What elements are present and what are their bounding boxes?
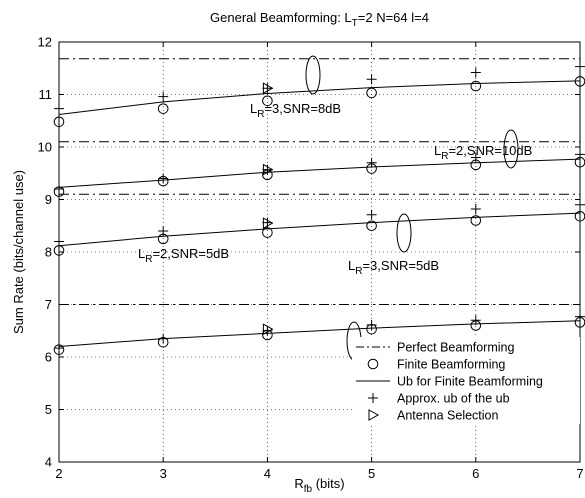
x-tick-label: 2 [55, 466, 62, 481]
y-tick-label: 10 [38, 140, 52, 155]
group-annotation: LR=2,SNR=5dB [138, 246, 229, 265]
ub-finite-beamforming-curve [58, 320, 581, 347]
finite-beamforming-point [470, 215, 482, 226]
approx-ub-point [366, 74, 377, 85]
legend-swatch-plus [368, 393, 378, 403]
x-tick-label: 5 [368, 466, 375, 481]
legend-label: Perfect Beamforming [397, 341, 514, 355]
finite-beamforming-point [366, 220, 377, 232]
approx-ub-point [158, 91, 169, 102]
finite-beamforming-point [262, 95, 273, 107]
antenna-selection-point [262, 217, 274, 229]
x-tick-label: 6 [472, 466, 479, 481]
y-tick-label: 6 [45, 350, 52, 365]
x-tick-label: 4 [264, 466, 271, 481]
y-tick-label: 9 [45, 192, 52, 207]
approx-ub-point [470, 152, 481, 163]
approx-ub-point [54, 343, 64, 354]
group-ellipse [305, 55, 321, 95]
y-tick-label: 4 [45, 455, 52, 470]
x-axis-label: Rfb (bits) [294, 476, 344, 495]
ub-finite-beamforming-curve [58, 80, 581, 115]
approx-ub-point [54, 236, 64, 247]
approx-ub-point [366, 209, 377, 220]
approx-ub-point [54, 184, 64, 194]
approx-ub-point [158, 226, 169, 236]
approx-ub-point [54, 103, 64, 114]
group-ellipse [396, 213, 412, 253]
group-annotation: LR=3,SNR=5dB [348, 258, 439, 277]
antenna-selection-point [262, 163, 274, 176]
legend-label: Antenna Selection [397, 409, 499, 423]
approx-ub-point [575, 311, 585, 322]
approx-ub-point [575, 199, 585, 210]
y-tick-label: 12 [38, 35, 52, 50]
y-tick-label: 11 [39, 87, 53, 102]
approx-ub-point [262, 325, 273, 336]
group-annotation: LR=2,SNR=10dB [434, 143, 532, 162]
y-tick-label: 8 [45, 245, 52, 260]
approx-ub-point [158, 333, 169, 344]
y-axis-label: Sum Rate (bits/channel use) [11, 170, 26, 334]
approx-ub-point [158, 173, 169, 184]
approx-ub-point [470, 203, 481, 214]
finite-beamforming-point [366, 87, 377, 99]
approx-ub-point [366, 319, 377, 330]
antenna-selection-point [262, 82, 274, 95]
finite-beamforming-point [157, 103, 169, 114]
ub-finite-beamforming-curve [58, 158, 581, 188]
x-tick-label: 7 [576, 466, 583, 481]
legend-swatch-circle [367, 358, 379, 370]
legend-label: Ub for Finite Beamforming [397, 375, 543, 389]
legend-label: Approx. ub of the ub [397, 392, 510, 406]
y-tick-label: 5 [45, 402, 52, 417]
y-tick-label: 7 [45, 297, 52, 312]
ub-finite-beamforming-curve [58, 212, 581, 247]
approx-ub-point [470, 315, 481, 326]
finite-beamforming-point [470, 80, 482, 92]
approx-ub-point [575, 61, 585, 72]
legend-label: Finite Beamforming [397, 358, 505, 372]
approx-ub-point [470, 67, 481, 78]
antenna-selection-point [262, 323, 274, 336]
group-ellipse [503, 129, 519, 169]
chart-title: General Beamforming: LT=2 N=64 l=4 [210, 10, 429, 29]
approx-ub-point [575, 149, 585, 160]
legend-swatch-triangle [368, 409, 380, 421]
x-tick-label: 3 [160, 466, 167, 481]
finite-beamforming-point [53, 116, 65, 128]
finite-beamforming-point [262, 227, 273, 238]
approx-ub-point [366, 157, 377, 168]
group-annotation: LR=3,SNR=8dB [250, 101, 341, 120]
